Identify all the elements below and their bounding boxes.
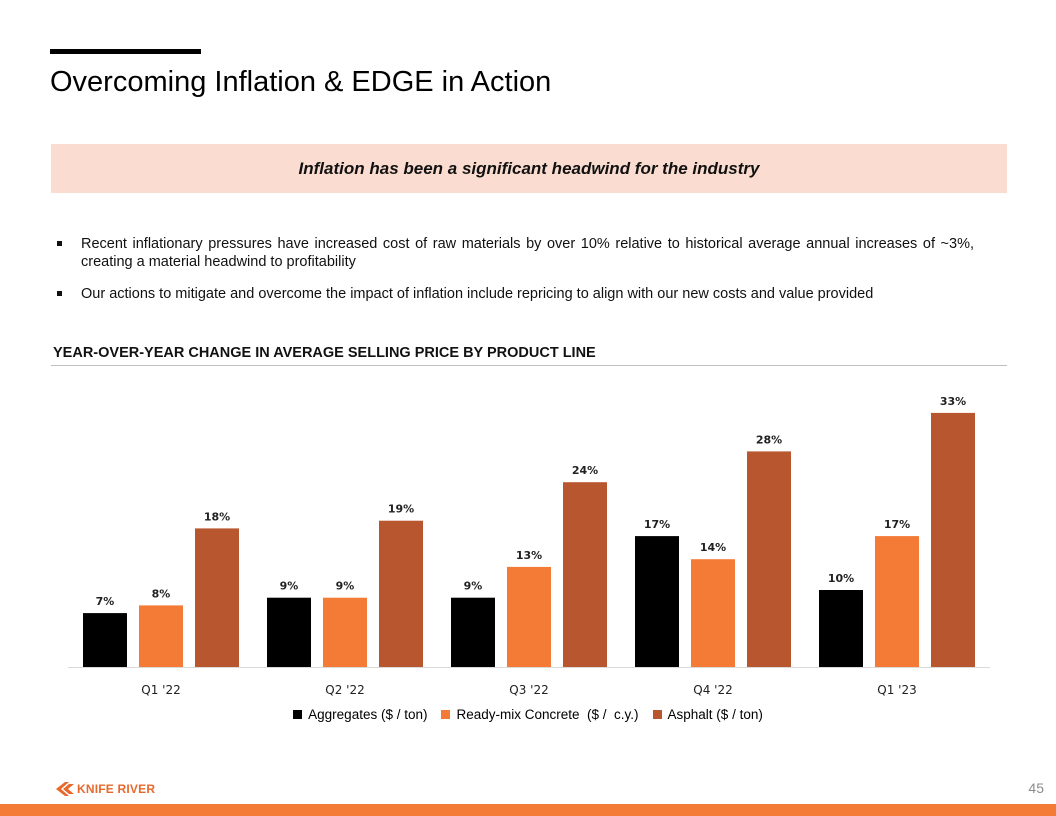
bar <box>931 412 975 667</box>
data-label: 9% <box>464 580 483 593</box>
legend-swatch <box>652 710 662 719</box>
bullet-list: Recent inflationary pressures have incre… <box>56 235 974 303</box>
x-tick-label: Q2 '22 <box>325 683 364 697</box>
data-label: 19% <box>388 503 414 516</box>
bar <box>747 451 791 667</box>
bar <box>139 605 183 667</box>
chart-legend: Aggregates ($ / ton) Ready-mix Concrete (… <box>0 707 1056 722</box>
legend-label: Aggregates ($ / ton) <box>308 707 428 722</box>
data-label: 28% <box>756 433 782 446</box>
x-tick-label: Q1 '22 <box>141 683 180 697</box>
data-label: 14% <box>700 541 726 554</box>
x-tick-label: Q3 '22 <box>509 683 548 697</box>
x-tick-label: Q1 '23 <box>877 683 916 697</box>
data-label: 9% <box>336 580 355 593</box>
company-logo: KNIFE RIVER <box>56 782 155 796</box>
bar <box>875 536 919 667</box>
bar <box>195 528 239 667</box>
legend-label: Asphalt ($ / ton) <box>667 707 763 722</box>
data-label: 24% <box>572 464 598 477</box>
bar <box>563 482 607 667</box>
data-label: 9% <box>280 580 299 593</box>
data-label: 13% <box>516 549 542 562</box>
data-label: 17% <box>644 518 670 531</box>
legend-item: Ready-mix Concrete ($ / c.y.) <box>441 707 639 722</box>
title-accent-bar <box>50 49 201 54</box>
bar <box>507 566 551 667</box>
banner-text: Inflation has been a significant headwin… <box>298 158 760 178</box>
bar <box>83 613 127 667</box>
footer-accent-bar <box>0 804 1056 816</box>
headline-banner: Inflation has been a significant headwin… <box>51 144 1007 193</box>
data-label: 7% <box>96 595 115 608</box>
bar <box>691 559 735 667</box>
page-number: 45 <box>1028 780 1044 796</box>
knife-river-logo-icon <box>56 782 74 796</box>
bar-chart: 7% 8% 18% Q1 '22 9% 9% 19% Q2 '22 9% 13% 24% Q3 '22… <box>68 395 990 697</box>
bar <box>451 597 495 667</box>
chart-title-divider <box>51 365 1007 366</box>
legend-swatch <box>293 710 303 719</box>
legend-label: Ready-mix Concrete ($ / c.y.) <box>456 707 639 722</box>
data-label: 18% <box>204 510 230 523</box>
data-label: 33% <box>940 395 966 408</box>
bar <box>635 536 679 667</box>
logo-text: KNIFE RIVER <box>77 782 156 796</box>
bullet-text: Our actions to mitigate and overcome the… <box>81 286 874 302</box>
bar <box>267 597 311 667</box>
data-label: 17% <box>884 518 910 531</box>
x-tick-label: Q4 '22 <box>693 683 732 697</box>
data-label: 10% <box>828 572 854 585</box>
bullet-item: Our actions to mitigate and overcome the… <box>56 285 974 303</box>
bullet-marker-icon <box>57 241 62 246</box>
bullet-text: Recent inflationary pressures have incre… <box>81 236 974 270</box>
page-title: Overcoming Inflation & EDGE in Action <box>50 66 552 98</box>
chart-title: YEAR-OVER-YEAR CHANGE IN AVERAGE SELLING… <box>53 345 596 361</box>
legend-swatch <box>441 710 451 719</box>
bar <box>819 590 863 667</box>
data-label: 8% <box>152 587 171 600</box>
legend-item: Asphalt ($ / ton) <box>652 707 763 722</box>
bullet-item: Recent inflationary pressures have incre… <box>56 235 974 271</box>
legend-item: Aggregates ($ / ton) <box>293 707 427 722</box>
bullet-marker-icon <box>57 291 62 296</box>
bar <box>323 597 367 667</box>
bar <box>379 520 423 667</box>
